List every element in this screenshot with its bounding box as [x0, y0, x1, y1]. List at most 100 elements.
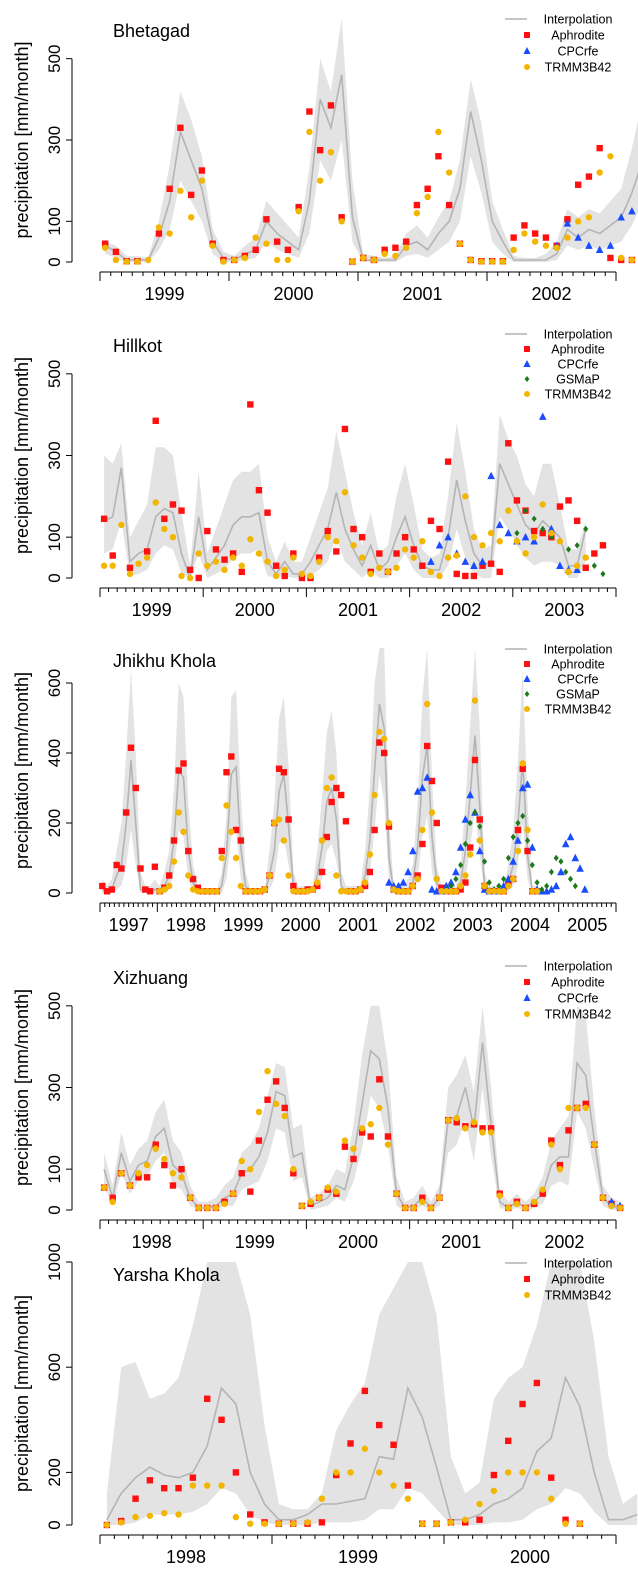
trmm3b42-point [505, 882, 512, 890]
aphrodite-point [424, 185, 431, 192]
aphrodite-point [263, 216, 270, 223]
trmm3b42-point [272, 572, 280, 580]
trmm3b42-point [470, 533, 478, 541]
aphrodite-point [402, 238, 410, 245]
y-tick-label: 0 [45, 1205, 64, 1214]
trmm3b42-point [198, 177, 206, 184]
trmm3b42-point [309, 886, 316, 893]
legend-label: Interpolation [544, 328, 613, 342]
trmm3b42-point [170, 858, 178, 865]
trmm3b42-point [428, 809, 436, 816]
trmm3b42-point [237, 882, 245, 890]
trmm3b42-point [273, 256, 281, 264]
aphrodite-point [556, 503, 564, 510]
x-year-label: 1998 [166, 1547, 206, 1567]
aphrodite-point [371, 826, 378, 834]
trmm3b42-point [103, 1521, 111, 1529]
aphrodite-point [427, 517, 435, 525]
x-year-label: 2001 [338, 915, 378, 935]
trmm3b42-point [599, 1194, 607, 1201]
trmm3b42-point [402, 244, 410, 251]
trmm3b42-point [404, 888, 412, 895]
x-year-label: 1997 [109, 915, 149, 935]
trmm3b42-point [132, 1513, 139, 1521]
y-tick-label: 600 [45, 1353, 64, 1381]
trmm3b42-point [218, 854, 225, 862]
trmm3b42-point [212, 1204, 220, 1212]
trmm3b42-point [186, 574, 194, 582]
x-year-label: 2001 [338, 600, 378, 620]
trmm3b42-point [553, 244, 560, 251]
aphrodite-point [419, 562, 426, 569]
trmm3b42-point [443, 888, 450, 895]
aphrodite-point [109, 1194, 116, 1201]
trmm3b42-point [290, 888, 297, 895]
trmm3b42-point [393, 564, 400, 571]
trmm3b42-point [209, 242, 216, 249]
trmm3b42-point [271, 819, 278, 827]
aphrodite-point [272, 1078, 280, 1085]
aphrodite-point [185, 847, 192, 855]
panel-yarsha-khola: 0 200 600 1000 precipitation [mm/month] 1998 1… [12, 1243, 638, 1567]
trmm3b42-point [380, 735, 388, 743]
trmm3b42-point [564, 234, 571, 241]
trmm3b42-point [178, 572, 185, 580]
trmm3b42-point [562, 1520, 569, 1527]
trmm3b42-point [496, 538, 503, 545]
trmm3b42-point [180, 828, 187, 835]
trmm3b42-point [347, 1469, 354, 1476]
trmm3b42-point [161, 886, 168, 893]
trmm3b42-point [304, 1519, 311, 1526]
trmm3b42-point [298, 570, 306, 578]
aphrodite-point [264, 1096, 271, 1103]
aphrodite-point [573, 517, 581, 525]
trmm3b42-point [513, 1200, 521, 1208]
trmm3b42-point [281, 566, 288, 574]
trmm3b42-point [556, 1165, 564, 1173]
trmm3b42-point [263, 240, 270, 247]
trmm3b42-point [548, 529, 555, 537]
trmm3b42-point [112, 256, 120, 264]
gsmap-point [548, 868, 554, 876]
trmm3b42-point [490, 888, 498, 895]
gsmap-point [505, 854, 511, 862]
aphrodite-point [476, 1516, 483, 1523]
trmm3b42-point [228, 828, 235, 835]
trmm3b42-point [401, 1204, 409, 1212]
trmm3b42-point [410, 1204, 417, 1212]
x-year-label: 2002 [531, 284, 571, 304]
aphrodite-point [232, 826, 240, 834]
legend-label: Interpolation [544, 1257, 613, 1271]
trmm3b42-point [436, 1194, 443, 1201]
trmm3b42-point [524, 826, 531, 834]
trmm3b42-point [607, 153, 614, 160]
y-axis-label: precipitation [mm/month] [12, 41, 32, 238]
cpcrfe-point [628, 206, 636, 215]
aphrodite-point [290, 882, 297, 890]
aphrodite-point [565, 1127, 572, 1134]
trmm3b42-point [275, 1520, 283, 1527]
trmm3b42-point [548, 1141, 555, 1148]
trmm3b42-point [223, 802, 230, 809]
cpcrfe-point [566, 832, 575, 841]
trmm3b42-point [290, 1520, 297, 1527]
trmm3b42-point [509, 875, 517, 883]
trmm3b42-point [479, 542, 486, 549]
trmm3b42-point [414, 875, 421, 883]
legend-label: Aphrodite [551, 343, 605, 357]
aphrodite-point [462, 879, 469, 886]
aphrodite-point [151, 863, 159, 870]
cpcrfe-point [607, 1197, 616, 1206]
y-tick-label: 0 [45, 888, 64, 897]
trmm3b42-point [177, 187, 184, 195]
cpcrfe-point [571, 853, 580, 862]
aphrodite-point [376, 739, 383, 746]
aphrodite-point [223, 769, 230, 776]
trmm3b42-point [100, 1184, 108, 1191]
trmm3b42-point [433, 1520, 440, 1527]
trmm3b42-point [513, 538, 521, 545]
trmm3b42-point [338, 218, 345, 225]
gsmap-point [553, 854, 559, 862]
aphrodite-point [361, 1387, 369, 1395]
aphrodite-point [471, 756, 479, 764]
